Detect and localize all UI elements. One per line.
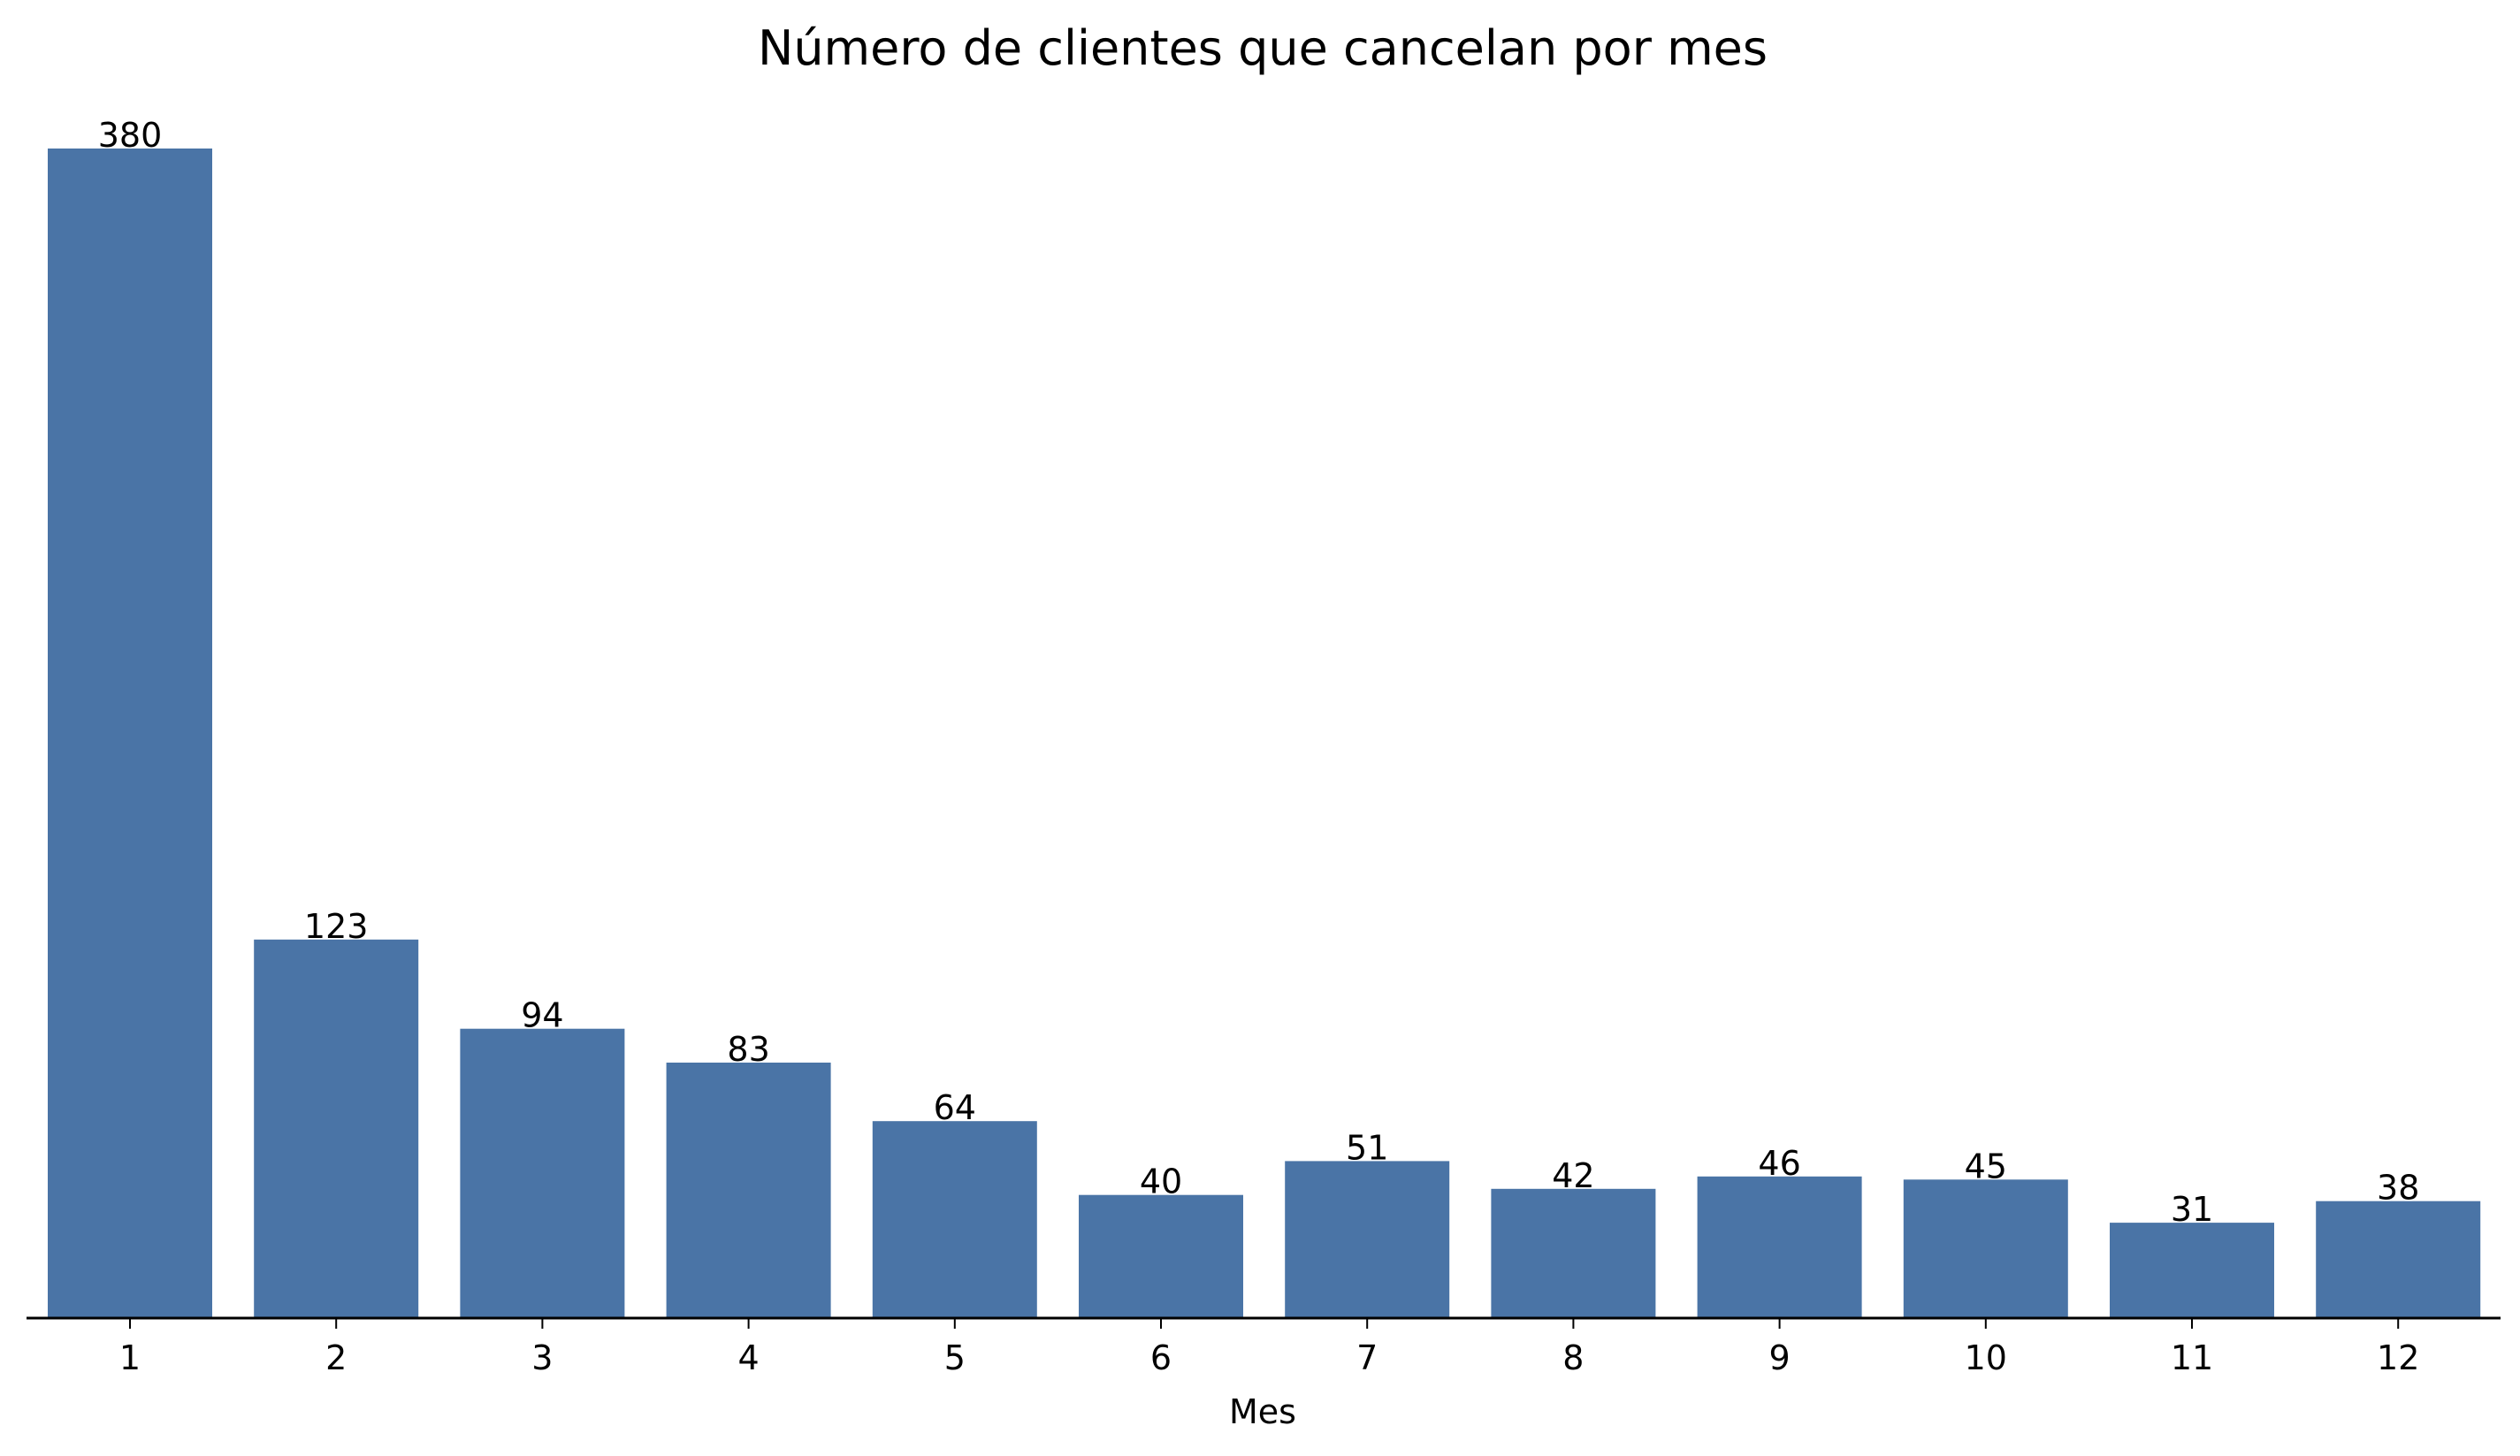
bar-7 <box>1285 1161 1450 1318</box>
x-tick-label-3: 3 <box>531 1338 553 1377</box>
bar-9 <box>1697 1176 1862 1318</box>
bar-4 <box>666 1063 831 1318</box>
data-label-2: 123 <box>304 907 369 946</box>
bar-1 <box>48 149 212 1318</box>
bar-12 <box>2316 1201 2481 1318</box>
bar-2 <box>254 939 419 1318</box>
bar-8 <box>1491 1188 1656 1318</box>
data-label-10: 45 <box>1965 1147 2007 1185</box>
x-tick-label-7: 7 <box>1356 1338 1378 1377</box>
x-tick-label-10: 10 <box>1965 1338 2007 1377</box>
x-tick-label-1: 1 <box>119 1338 141 1377</box>
data-label-5: 64 <box>934 1088 976 1127</box>
data-label-1: 380 <box>98 116 163 155</box>
data-label-12: 38 <box>2377 1169 2419 1208</box>
bar-10 <box>1903 1179 2068 1318</box>
x-tick-label-11: 11 <box>2171 1338 2213 1377</box>
x-tick-label-5: 5 <box>944 1338 966 1377</box>
x-tick-label-12: 12 <box>2377 1338 2419 1377</box>
data-label-11: 31 <box>2171 1190 2213 1229</box>
x-tick-label-2: 2 <box>325 1338 347 1377</box>
data-label-8: 42 <box>1552 1156 1594 1195</box>
chart-title: Número de clientes que cancelan por mes <box>758 20 1768 76</box>
data-labels-layer: 380 123 94 83 64 40 51 42 46 45 31 38 <box>98 116 2420 1229</box>
bar-11 <box>2110 1223 2274 1318</box>
x-ticks-layer: 1 2 3 4 5 6 7 8 9 10 11 12 <box>119 1318 2419 1377</box>
x-tick-label-8: 8 <box>1562 1338 1584 1377</box>
x-tick-label-9: 9 <box>1769 1338 1791 1377</box>
bar-6 <box>1079 1194 1243 1318</box>
bar-3 <box>460 1028 625 1318</box>
x-tick-label-4: 4 <box>738 1338 760 1377</box>
data-label-3: 94 <box>521 996 563 1035</box>
data-label-7: 51 <box>1346 1128 1388 1167</box>
data-label-6: 40 <box>1140 1163 1182 1201</box>
x-tick-label-6: 6 <box>1150 1338 1172 1377</box>
bars-layer <box>48 149 2481 1318</box>
bar-5 <box>872 1121 1037 1318</box>
data-label-9: 46 <box>1758 1144 1800 1183</box>
data-label-4: 83 <box>727 1030 769 1069</box>
x-axis-label: Mes <box>1229 1392 1296 1431</box>
